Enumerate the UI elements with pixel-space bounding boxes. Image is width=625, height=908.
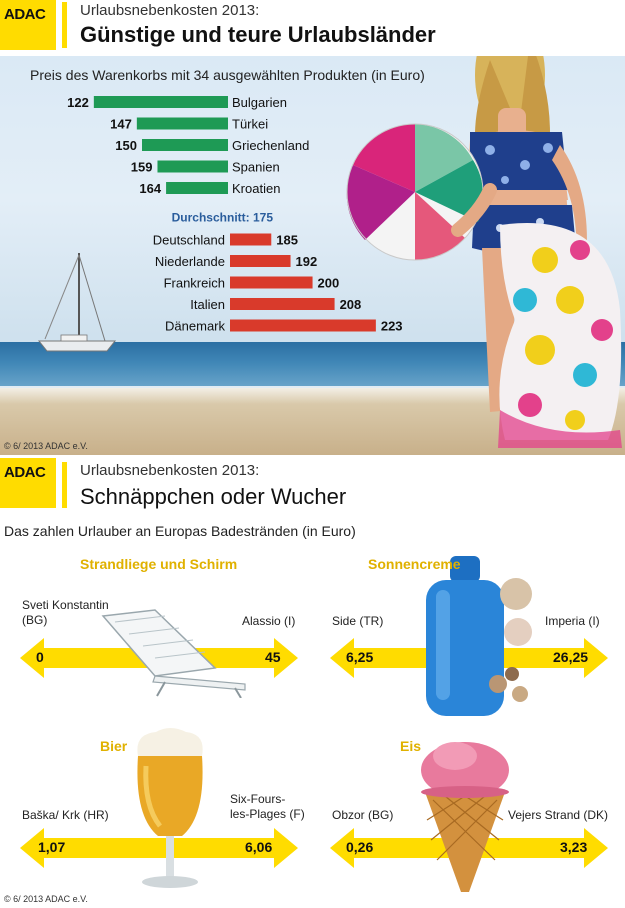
max-value-icecream: 3,23 — [560, 839, 588, 855]
adac-logo-2: ADAC — [0, 458, 56, 508]
bar-türkei — [136, 117, 228, 130]
bar-value-label: 147 — [110, 117, 132, 132]
bar-spanien — [157, 160, 228, 173]
max-place-icecream: Vejers Strand (DK) — [508, 808, 609, 822]
sunscreen-bottle-icon — [426, 556, 532, 716]
header-subtitle: Urlaubsnebenkosten 2013: — [80, 2, 260, 19]
chart-title: Preis des Warenkorbs mit 34 ausgewählten… — [30, 67, 425, 83]
header-title: Günstige und teure Urlaubsländer — [80, 22, 436, 47]
min-value-lounger: 0 — [36, 649, 44, 665]
max-value-beer: 6,06 — [245, 839, 273, 855]
bar-bulgarien — [93, 96, 228, 108]
max-value-sunscreen: 26,25 — [553, 649, 589, 665]
panel-holiday-countries: ADAC Urlaubsnebenkosten 2013: Günstige u… — [0, 0, 625, 455]
min-place-beer: Baška/ Krk (HR) — [22, 808, 109, 822]
category-title-lounger: Strandliege und Schirm — [80, 556, 238, 572]
country-label: Griechenland — [232, 138, 309, 153]
bar-niederlande — [230, 255, 291, 267]
bar-value-label: 200 — [318, 276, 340, 291]
bar-value-label: 185 — [276, 233, 298, 248]
bar-value-label: 223 — [381, 319, 403, 334]
copyright-bottom: © 6/ 2013 ADAC e.V. — [4, 894, 88, 904]
header-subtitle-2: Urlaubsnebenkosten 2013: — [80, 462, 260, 479]
country-label: Deutschland — [153, 233, 225, 248]
beach-lounger-icon — [101, 609, 246, 698]
beer-glass-icon — [137, 728, 203, 888]
ice-cream-cone-icon — [421, 742, 509, 892]
copyright-top: © 6/ 2013 ADAC e.V. — [4, 441, 88, 451]
category-title-sunscreen: Sonnencreme — [368, 556, 461, 572]
panel-beach-prices: ADAC Urlaubsnebenkosten 2013: Schnäppche… — [0, 458, 625, 908]
country-label: Italien — [190, 297, 225, 312]
header-accent-bar — [62, 2, 67, 48]
bar-value-label: 192 — [296, 254, 318, 269]
header-band — [0, 0, 625, 56]
max-place-beer: Six-Fours- les-Plages (F) — [230, 792, 305, 821]
header-title-2: Schnäppchen oder Wucher — [80, 484, 347, 509]
average-label: Durchschnitt: 175 — [172, 211, 274, 225]
bar-value-label: 122 — [67, 95, 89, 110]
bar-frankreich — [230, 276, 313, 289]
max-place-sunscreen: Imperia (I) — [545, 614, 600, 628]
price-range-arrow-beer — [20, 828, 298, 868]
country-label: Niederlande — [155, 254, 225, 269]
adac-logo: ADAC — [0, 0, 56, 50]
max-value-lounger: 45 — [265, 649, 281, 665]
bar-griechenland — [142, 139, 228, 151]
country-label: Bulgarien — [232, 95, 287, 110]
country-label: Frankreich — [164, 276, 225, 291]
price-bar-chart: 122 Bulgarien 147 Türkei 150 Griechenland 159 S… — [67, 95, 403, 334]
min-place-lounger: Sveti Konstantin (BG) — [22, 598, 109, 627]
max-place-lounger: Alassio (I) — [242, 614, 296, 628]
min-place-icecream: Obzor (BG) — [332, 808, 394, 822]
sailboat-icon — [37, 253, 117, 352]
bar-value-label: 150 — [115, 138, 137, 153]
bar-deutschland — [230, 233, 272, 246]
bar-kroatien — [166, 182, 228, 194]
category-title-beer: Bier — [100, 738, 128, 754]
country-label: Dänemark — [165, 319, 225, 334]
min-place-sunscreen: Side (TR) — [332, 614, 384, 628]
country-label: Kroatien — [232, 181, 280, 196]
bar-value-label: 159 — [131, 160, 153, 175]
country-label: Spanien — [232, 160, 280, 175]
panel2-subtitle: Das zahlen Urlauber an Europas Badesträn… — [4, 523, 356, 539]
bar-value-label: 208 — [340, 297, 362, 312]
min-value-sunscreen: 6,25 — [346, 649, 374, 665]
bar-dänemark — [230, 319, 376, 332]
bar-value-label: 164 — [139, 181, 161, 196]
min-value-beer: 1,07 — [38, 839, 66, 855]
min-value-icecream: 0,26 — [346, 839, 374, 855]
bar-italien — [230, 298, 335, 310]
category-title-icecream: Eis — [400, 738, 422, 754]
header-accent-bar-2 — [62, 462, 67, 508]
girl-with-beach-ball-image — [346, 13, 622, 448]
country-label: Türkei — [232, 117, 268, 132]
